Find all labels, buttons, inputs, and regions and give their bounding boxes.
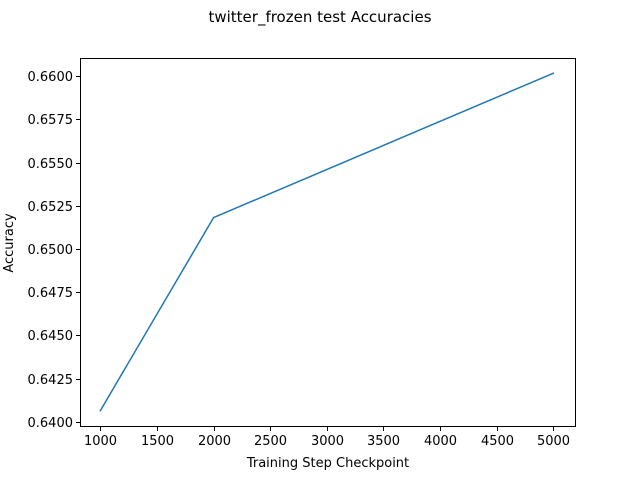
x-axis-label: Training Step Checkpoint <box>246 456 409 471</box>
series-layer <box>99 72 555 412</box>
x-tick-label: 4500 <box>481 434 514 449</box>
x-tick-label: 3000 <box>311 434 344 449</box>
x-tick-label: 2500 <box>254 434 287 449</box>
y-axis-label: Accuracy <box>2 213 17 273</box>
y-tick-label: 0.6400 <box>28 416 74 431</box>
y-tick-label: 0.6450 <box>28 329 74 344</box>
x-tick-label: 2000 <box>198 434 231 449</box>
x-tick-label: 1500 <box>141 434 174 449</box>
plot-frame <box>80 58 576 427</box>
x-tick-label: 1000 <box>84 434 117 449</box>
y-tick-label: 0.6550 <box>28 157 74 172</box>
plot-area <box>80 58 576 427</box>
series-line-0 <box>99 72 555 412</box>
chart-title: twitter_frozen test Accuracies <box>208 8 431 27</box>
x-axis-ticks: 1000 1500 2000 2500 3000 3500 4000 4500 5000 <box>84 427 570 449</box>
y-tick-label: 0.6425 <box>28 373 74 388</box>
y-tick-label: 0.6600 <box>28 70 74 85</box>
y-tick-label: 0.6525 <box>28 200 74 215</box>
y-axis-ticks: 0.6400 0.6425 0.6450 0.6475 0.6500 0.6525 0.65… <box>28 70 80 431</box>
x-tick-label: 4000 <box>424 434 457 449</box>
y-tick-label: 0.6500 <box>28 243 74 258</box>
x-tick-label: 5000 <box>537 434 570 449</box>
y-tick-label: 0.6575 <box>28 113 74 128</box>
y-tick-label: 0.6475 <box>28 286 74 301</box>
x-tick-label: 3500 <box>367 434 400 449</box>
